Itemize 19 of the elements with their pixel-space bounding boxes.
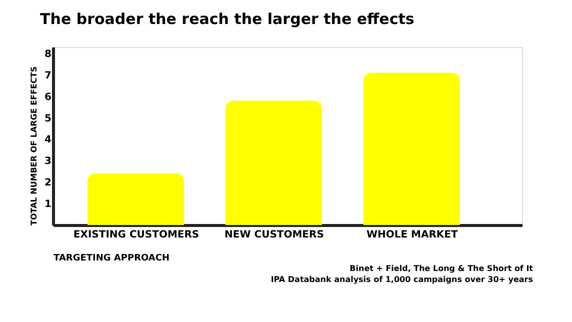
y-tick-label: 5: [44, 113, 52, 124]
y-tick-label: 2: [44, 178, 52, 189]
y-tick-label: 4: [44, 134, 52, 146]
y-axis-title: TOTAL NUMBER OF LARGE EFFECTS: [30, 66, 39, 226]
text: IPA Databank analysis of 1,000 campaigns over 30+ years: [270, 275, 534, 284]
x-tick-label: EXISTING CUSTOMERS: [73, 230, 200, 240]
x-tick-label: WHOLE MARKET: [366, 230, 458, 240]
y-tick-label: 3: [44, 156, 52, 168]
y-tick-label: 8: [44, 48, 52, 60]
chart-title: The broader the reach the larger the effects: [40, 10, 414, 28]
x-axis-title: TARGETING APPROACH: [54, 254, 170, 264]
x-tick-label: NEW CUSTOMERS: [224, 230, 324, 240]
y-tick-label: 1: [44, 199, 52, 210]
text: Binet + Field, The Long & The Short of It: [350, 264, 534, 273]
bar: [87, 174, 184, 225]
y-tick-label: 6: [44, 92, 52, 103]
y-tick-label: 7: [44, 70, 52, 82]
bar: [363, 72, 460, 225]
bar: [225, 100, 322, 225]
